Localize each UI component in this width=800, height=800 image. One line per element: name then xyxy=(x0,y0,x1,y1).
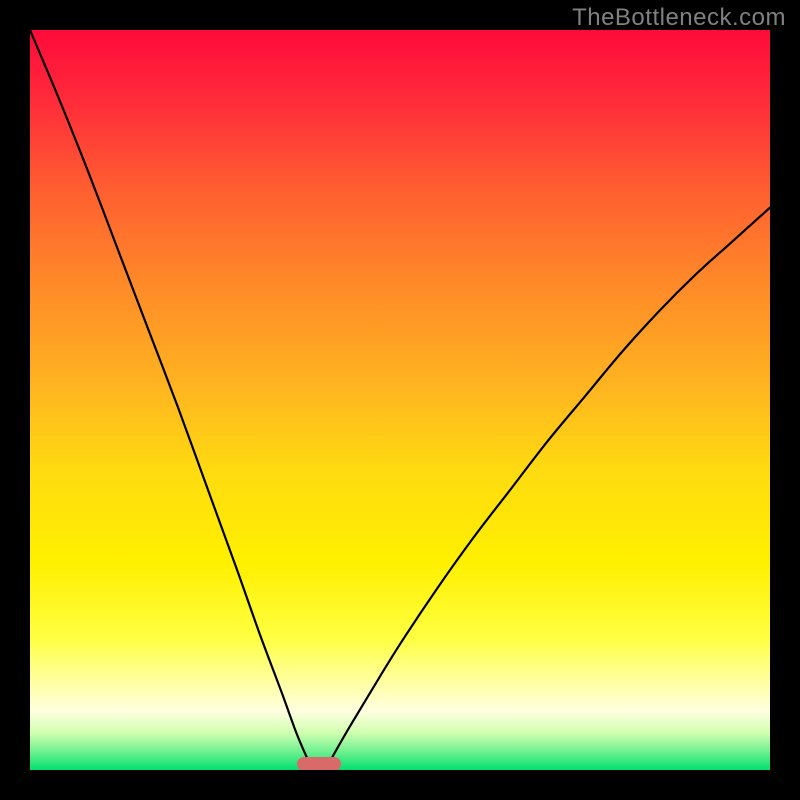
outer-frame: TheBottleneck.com xyxy=(0,0,800,800)
plot-area xyxy=(30,30,770,770)
curve-tip-marker xyxy=(297,757,341,770)
bottleneck-curve xyxy=(30,30,770,770)
watermark-text: TheBottleneck.com xyxy=(572,4,786,32)
